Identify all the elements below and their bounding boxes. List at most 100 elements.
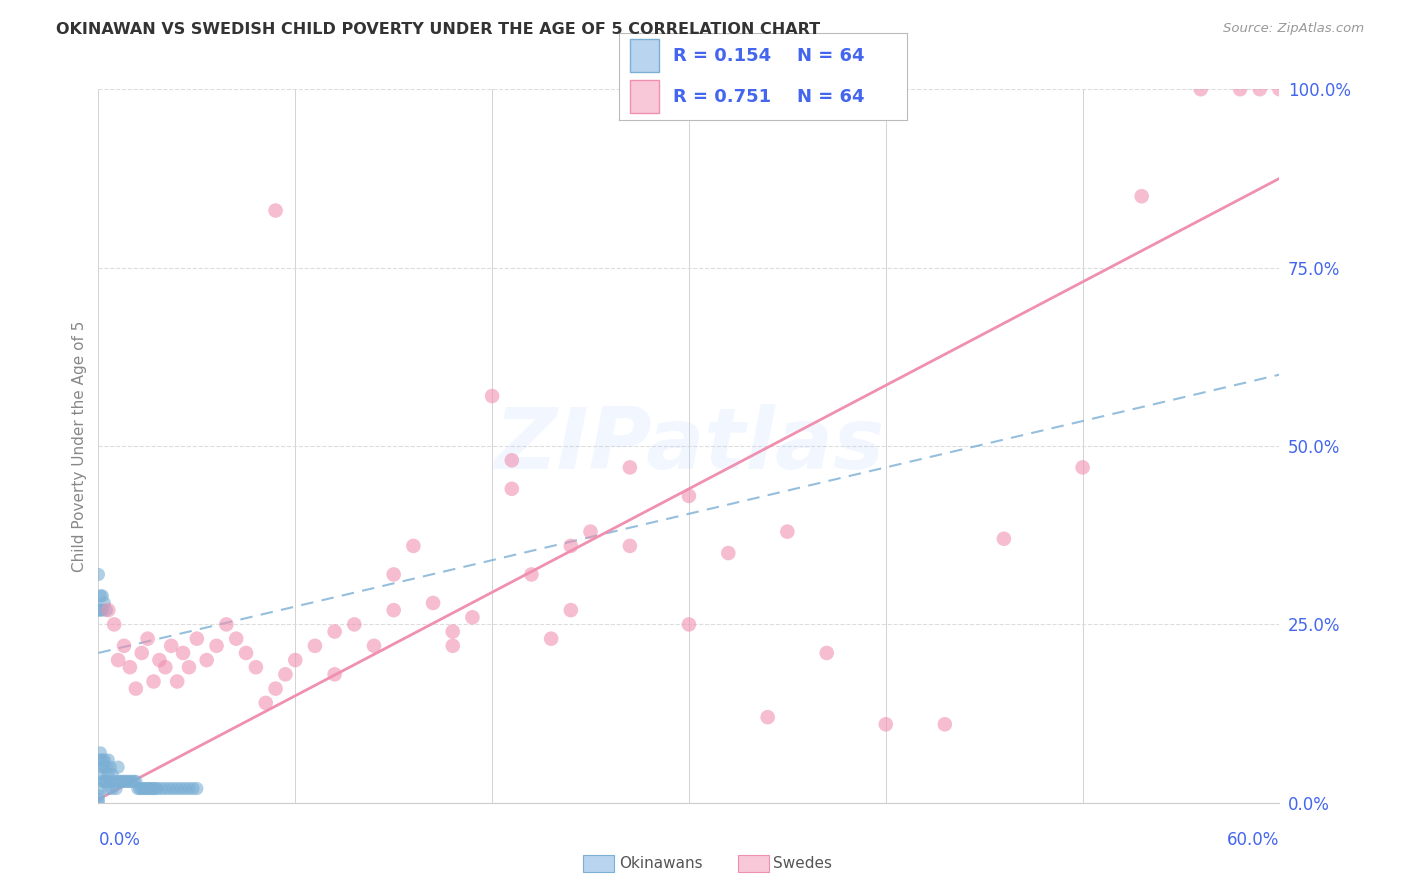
Point: [501, 453, 523, 467]
Point: [118, 774, 141, 789]
Point: [215, 617, 238, 632]
Point: [323, 624, 346, 639]
Point: [245, 660, 267, 674]
Point: [105, 781, 128, 796]
Point: [382, 603, 405, 617]
Point: [993, 532, 1015, 546]
Point: [97, 767, 120, 781]
Point: [254, 696, 277, 710]
Point: [150, 781, 173, 796]
Point: [138, 781, 160, 796]
Point: [108, 774, 131, 789]
Point: [132, 781, 155, 796]
Point: [107, 760, 129, 774]
Point: [678, 489, 700, 503]
Point: [441, 639, 464, 653]
Point: [148, 653, 170, 667]
Point: [115, 774, 138, 789]
Point: [103, 774, 125, 789]
Text: 60.0%: 60.0%: [1227, 831, 1279, 849]
Point: [145, 781, 167, 796]
Point: [560, 539, 582, 553]
Point: [93, 774, 115, 789]
Point: [186, 632, 208, 646]
Point: [934, 717, 956, 731]
Text: Source: ZipAtlas.com: Source: ZipAtlas.com: [1223, 22, 1364, 36]
Point: [87, 603, 110, 617]
Point: [155, 660, 177, 674]
Point: [172, 646, 194, 660]
Point: [540, 632, 562, 646]
Text: Okinawans: Okinawans: [619, 856, 702, 871]
Point: [264, 203, 287, 218]
Point: [97, 753, 120, 767]
Point: [560, 603, 582, 617]
Point: [125, 681, 148, 696]
Text: R = 0.154: R = 0.154: [673, 47, 772, 65]
Point: [112, 774, 135, 789]
Point: [87, 792, 110, 806]
Point: [91, 774, 114, 789]
Point: [205, 639, 228, 653]
Point: [756, 710, 779, 724]
FancyBboxPatch shape: [630, 80, 659, 113]
Text: 0.0%: 0.0%: [98, 831, 141, 849]
FancyBboxPatch shape: [630, 39, 659, 72]
Point: [284, 653, 307, 667]
Point: [363, 639, 385, 653]
Point: [1229, 82, 1251, 96]
Text: Swedes: Swedes: [773, 856, 832, 871]
Point: [422, 596, 444, 610]
Point: [98, 774, 121, 789]
Point: [274, 667, 297, 681]
Point: [91, 753, 114, 767]
Point: [96, 774, 118, 789]
Point: [89, 781, 111, 796]
Point: [136, 632, 159, 646]
Point: [304, 639, 326, 653]
Point: [501, 482, 523, 496]
Point: [520, 567, 543, 582]
Point: [157, 781, 180, 796]
Point: [131, 781, 153, 796]
Point: [117, 774, 139, 789]
Point: [174, 781, 197, 796]
Point: [323, 667, 346, 681]
Point: [1130, 189, 1153, 203]
Point: [141, 781, 163, 796]
Point: [121, 774, 143, 789]
Point: [131, 646, 153, 660]
Point: [87, 796, 110, 810]
Text: N = 64: N = 64: [797, 87, 865, 106]
Point: [107, 653, 129, 667]
Point: [177, 781, 200, 796]
Point: [186, 781, 208, 796]
Point: [166, 674, 188, 689]
Point: [118, 660, 141, 674]
Point: [875, 717, 897, 731]
Point: [127, 781, 149, 796]
Point: [166, 781, 188, 796]
Point: [98, 760, 121, 774]
Text: N = 64: N = 64: [797, 47, 865, 65]
Point: [195, 653, 218, 667]
Point: [181, 781, 204, 796]
Point: [160, 639, 183, 653]
Point: [91, 603, 114, 617]
Point: [461, 610, 484, 624]
Text: R = 0.751: R = 0.751: [673, 87, 772, 106]
Point: [89, 603, 111, 617]
Point: [177, 660, 200, 674]
Point: [619, 460, 641, 475]
Point: [103, 617, 125, 632]
Point: [96, 603, 118, 617]
Point: [87, 789, 110, 803]
Point: [678, 617, 700, 632]
Point: [89, 753, 111, 767]
Text: ZIPatlas: ZIPatlas: [494, 404, 884, 488]
Point: [402, 539, 425, 553]
Point: [91, 589, 114, 603]
Point: [441, 624, 464, 639]
Point: [128, 781, 150, 796]
Point: [93, 753, 115, 767]
